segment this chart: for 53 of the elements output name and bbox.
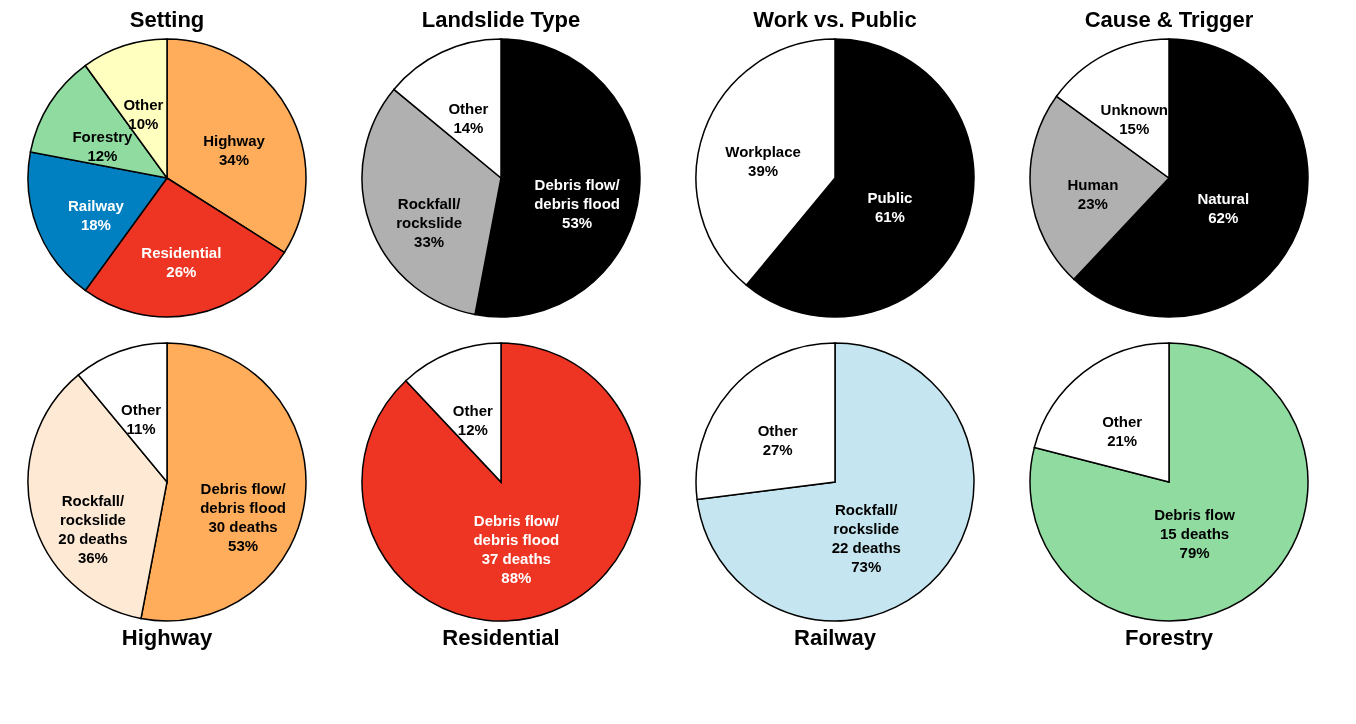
- slice-label: Other: [448, 99, 489, 117]
- slice-label: Other: [757, 422, 798, 440]
- slice-label: Natural: [1197, 190, 1250, 208]
- chart-title: Cause & Trigger: [1084, 7, 1254, 32]
- data-label: 27%: [762, 441, 793, 459]
- slice-label: Public: [867, 188, 913, 206]
- data-label: 33%: [414, 232, 445, 250]
- data-label: 11%: [126, 420, 156, 438]
- data-label: 53%: [562, 214, 593, 232]
- data-label: 12%: [87, 147, 118, 165]
- data-label: 18%: [80, 216, 111, 234]
- slice-label: Unknown: [1100, 100, 1169, 118]
- slice-label: Other: [121, 401, 162, 419]
- slice-label: Other: [1102, 412, 1143, 430]
- slice-label: Rockfall/ rockslide 22 deaths: [831, 500, 901, 556]
- slice-label: Other: [452, 401, 494, 419]
- pie-slice: [1029, 342, 1309, 622]
- data-label: 36%: [77, 549, 108, 567]
- data-label: 21%: [1107, 431, 1138, 449]
- data-label: 15%: [1119, 119, 1150, 137]
- slice-label: Rockfall/ rockslide 20 deaths: [58, 492, 128, 548]
- slice-label: Debris flow/ debris flood 30 deaths: [200, 480, 287, 536]
- data-label: 39%: [748, 162, 779, 180]
- chart-title: Setting: [129, 7, 205, 32]
- text: Highway: [121, 625, 213, 650]
- data-label: 12%: [457, 420, 488, 438]
- data-label: 14%: [453, 118, 484, 136]
- data-label: 79%: [1179, 543, 1210, 561]
- data-label: 73%: [851, 557, 882, 575]
- pie-slice: [361, 342, 641, 622]
- text: Residential: [442, 625, 560, 650]
- slice-label: Highway: [203, 132, 266, 150]
- slice-label: Debris flow/ debris flood 37 deaths: [473, 511, 560, 567]
- chart-title: Landslide Type: [421, 7, 581, 32]
- slice-label: Other: [123, 96, 164, 114]
- slice-label: Rockfall/ rockslide: [396, 194, 463, 231]
- slice-label: Human: [1067, 176, 1119, 194]
- text: Railway: [794, 625, 877, 650]
- slice-label: Residential: [141, 244, 222, 262]
- data-label: 26%: [166, 263, 197, 281]
- data-label: 61%: [874, 207, 905, 225]
- data-label: 88%: [501, 568, 532, 586]
- chart-title: Work vs. Public: [753, 7, 917, 32]
- data-label: 23%: [1077, 195, 1108, 213]
- data-label: 34%: [218, 151, 250, 169]
- slice-label: Debris flow/ debris flood: [534, 176, 621, 213]
- data-label: 53%: [228, 537, 259, 555]
- slice-label: Workplace: [725, 143, 801, 161]
- slice-label: Railway: [67, 197, 125, 215]
- data-label: 62%: [1208, 209, 1239, 227]
- text: Forestry: [1124, 625, 1214, 650]
- pie-slice: [696, 342, 975, 622]
- slice-label: Debris flow 15 deaths: [1154, 505, 1236, 542]
